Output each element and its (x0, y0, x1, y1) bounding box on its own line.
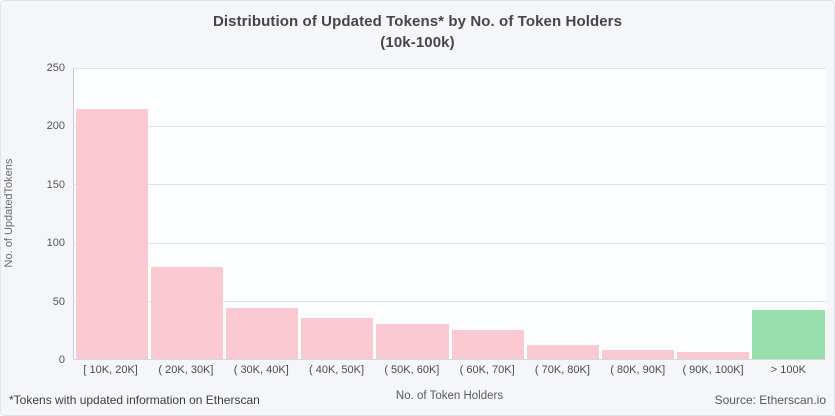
bars (74, 68, 826, 359)
x-axis-ticks: [ 10K, 20K] ( 20K, 30K] ( 30K, 40K] ( 40K, … (73, 364, 826, 376)
bar-cell (751, 68, 826, 359)
x-tick-label: ( 70K, 80K] (534, 364, 590, 376)
bar (75, 108, 148, 359)
bar-cell (525, 68, 600, 359)
plot-area (73, 68, 826, 360)
bar (451, 329, 524, 359)
bar-cell (600, 68, 675, 359)
bar-cell (676, 68, 751, 359)
gridline (74, 68, 826, 69)
chart-title-line2: (10k-100k) (380, 34, 455, 51)
gridline (74, 126, 826, 128)
y-tick-label: 0 (58, 354, 65, 366)
y-tick-label: 150 (46, 178, 65, 191)
bar-cell (450, 68, 525, 359)
x-tick-label: ( 90K, 100K] (682, 364, 744, 376)
x-tick-label: ( 60K, 70K] (459, 364, 515, 376)
bar (150, 267, 223, 359)
y-tick-label: 250 (46, 62, 65, 74)
x-tick-label: ( 30K, 40K] (233, 364, 289, 376)
bar-cell (375, 68, 450, 359)
bar (752, 310, 825, 359)
y-axis-ticks: 0 50 100 150 200 250 (1, 62, 65, 366)
bar-cell (224, 68, 299, 359)
x-tick-label: ( 50K, 60K] (384, 364, 440, 376)
source-credit: Source: Etherscan.io (714, 393, 826, 407)
bar-cell (149, 68, 224, 359)
bar (301, 318, 374, 359)
x-tick-label: [ 10K, 20K] (83, 364, 138, 376)
y-tick-label: 200 (46, 120, 65, 133)
bar-cell (300, 68, 375, 359)
chart-title-line1: Distribution of Updated Tokens* by No. o… (212, 13, 623, 30)
x-axis-title: No. of Token Holders (395, 390, 504, 402)
x-tick-label: > 100K (770, 364, 806, 376)
x-tick-label: ( 80K, 90K] (610, 364, 666, 376)
gridline (74, 242, 826, 244)
bar (225, 307, 299, 359)
bar (376, 324, 449, 359)
footnote: *Tokens with updated information on Ethe… (9, 393, 260, 407)
y-tick-label: 100 (46, 237, 65, 250)
chart-title: Distribution of Updated Tokens* by No. o… (1, 11, 834, 53)
y-tick-label: 50 (52, 295, 65, 308)
gridline (74, 300, 826, 302)
bar (677, 352, 750, 359)
bar (601, 349, 675, 359)
gridline (74, 184, 826, 186)
bar (526, 345, 599, 359)
bar-cell (74, 68, 149, 359)
x-tick-label: ( 20K, 30K] (158, 364, 214, 376)
x-tick-label: ( 40K, 50K] (309, 364, 365, 376)
